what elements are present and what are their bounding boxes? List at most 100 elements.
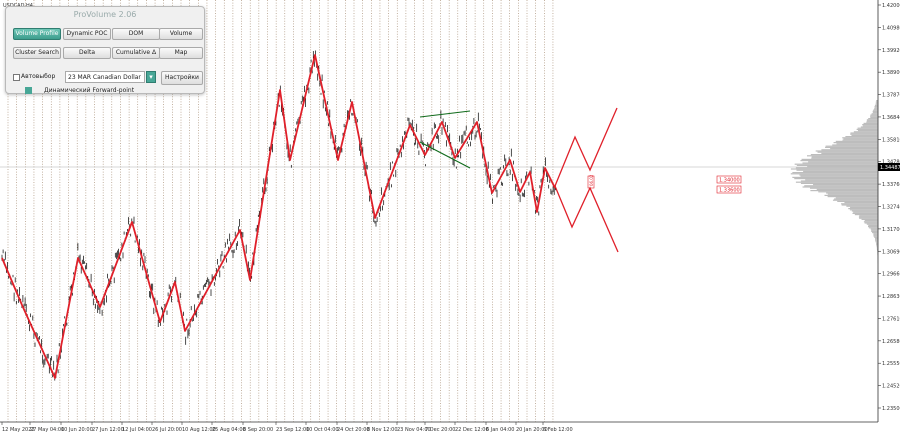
profile-bar — [873, 234, 878, 236]
profile-bar — [827, 193, 878, 195]
profile-bar — [834, 198, 878, 200]
profile-bar — [796, 169, 878, 171]
auto-select-checkbox[interactable] — [13, 74, 20, 81]
forecast-up-path — [554, 107, 618, 187]
profile-bar — [876, 242, 878, 244]
profile-bar — [860, 126, 878, 128]
profile-bar — [844, 202, 878, 204]
profile-bar — [857, 127, 878, 129]
profile-bar — [872, 110, 878, 112]
price-axis[interactable]: 1.42000 1.40980 1.39920 1.38900 1.37870 1.368… — [877, 0, 900, 422]
dynamic-poc-button[interactable]: Dynamic POC — [63, 28, 111, 40]
profile-bar — [859, 215, 878, 217]
profile-bar — [821, 149, 878, 151]
profile-bar — [846, 205, 878, 207]
profile-bar — [874, 236, 878, 238]
profile-bar — [824, 194, 878, 196]
price-tick-label: 1.27610 — [882, 316, 900, 322]
time-tick-label: 10 Jun 20:00 — [61, 427, 93, 433]
profile-bar — [876, 100, 878, 102]
profile-bar — [807, 166, 878, 168]
profile-bar — [802, 186, 878, 188]
cluster-search-button[interactable]: Cluster Search — [13, 47, 61, 59]
profile-bar — [873, 233, 878, 235]
profile-bar — [874, 108, 878, 110]
price-tick-label: 1.26580 — [882, 339, 900, 345]
profile-bar — [871, 230, 878, 232]
panel-title: ProVolume 2.06 — [73, 10, 137, 19]
profile-bar — [799, 174, 878, 176]
profile-bar — [873, 109, 878, 111]
cumulative-delta-button[interactable]: Cumulative Δ — [112, 47, 160, 59]
profile-bar — [818, 191, 878, 193]
profile-bar — [794, 163, 878, 165]
profile-bar — [872, 232, 878, 234]
profile-bar — [851, 134, 878, 136]
level-label-text: 1.34000 — [719, 178, 740, 184]
profile-bar — [800, 182, 878, 184]
map-button[interactable]: Map — [159, 47, 203, 59]
profile-bar — [796, 164, 878, 166]
volume-profile-button[interactable]: Volume Profile — [13, 28, 61, 40]
settings-button[interactable]: Настройки — [161, 71, 203, 85]
profile-bar — [874, 104, 878, 106]
profile-bar — [875, 240, 878, 242]
delta-button[interactable]: Delta — [63, 47, 111, 59]
time-tick-label: 24 Oct 20:00 — [337, 427, 370, 433]
profile-bar — [877, 250, 878, 252]
time-tick-label: 8 Sep 20:00 — [243, 427, 273, 433]
profile-bar — [832, 199, 878, 201]
price-tick-label: 1.40980 — [882, 25, 900, 31]
price-tick-label: 1.31700 — [882, 227, 900, 233]
profile-bar — [861, 218, 878, 220]
profile-bar — [835, 140, 878, 142]
profile-bar — [866, 120, 878, 122]
price-tick-label: 1.39920 — [882, 48, 900, 54]
profile-bar — [863, 122, 878, 124]
profile-bar — [792, 172, 878, 174]
dom-button[interactable]: DOM — [112, 28, 160, 40]
time-tick-label: 10 Aug 12:00 — [182, 427, 216, 433]
profile-bar — [845, 136, 878, 138]
profile-bar — [850, 133, 878, 135]
volume-button[interactable]: Volume — [159, 28, 203, 40]
forward-point-icon[interactable] — [25, 87, 32, 94]
profile-bar — [795, 181, 878, 183]
profile-bar — [810, 190, 878, 192]
profile-bar — [874, 106, 878, 108]
profile-bar — [864, 220, 878, 222]
zigzag-overlay — [1, 54, 556, 379]
profile-bar — [875, 102, 878, 104]
profile-bar — [850, 132, 878, 134]
price-tick-label: 1.33760 — [882, 182, 900, 188]
profile-bar — [801, 158, 878, 160]
profile-bar — [794, 178, 878, 180]
provolume-panel[interactable]: ProVolume 2.06 Volume Profile Dynamic PO… — [5, 6, 205, 94]
profile-bar — [806, 155, 878, 157]
profile-bar — [827, 196, 878, 198]
profile-bar — [821, 152, 878, 154]
profile-bar — [876, 247, 878, 249]
profile-bar — [854, 214, 878, 216]
profile-bar — [852, 212, 878, 214]
profile-bar — [874, 239, 878, 241]
profile-bar — [800, 160, 878, 162]
profile-bar — [856, 128, 878, 130]
forecast-lines: 06.02 — [554, 107, 619, 253]
profile-bar — [863, 221, 878, 223]
chevron-down-icon[interactable]: ▾ — [146, 71, 156, 83]
time-tick-label: 20 Jan 20:00 — [516, 427, 548, 433]
wedge-lower-line — [419, 141, 471, 169]
profile-bar — [795, 167, 878, 169]
volume-profile — [790, 100, 878, 264]
symbol-select[interactable]: 23 MAR Canadian Dollar — [65, 71, 145, 83]
profile-bar — [853, 211, 878, 213]
profile-bar — [870, 114, 878, 116]
price-tag-text: 1.34487 — [880, 165, 900, 171]
profile-bar — [841, 204, 878, 206]
profile-bar — [851, 210, 878, 212]
profile-bar — [809, 187, 878, 189]
profile-bar — [811, 156, 878, 158]
